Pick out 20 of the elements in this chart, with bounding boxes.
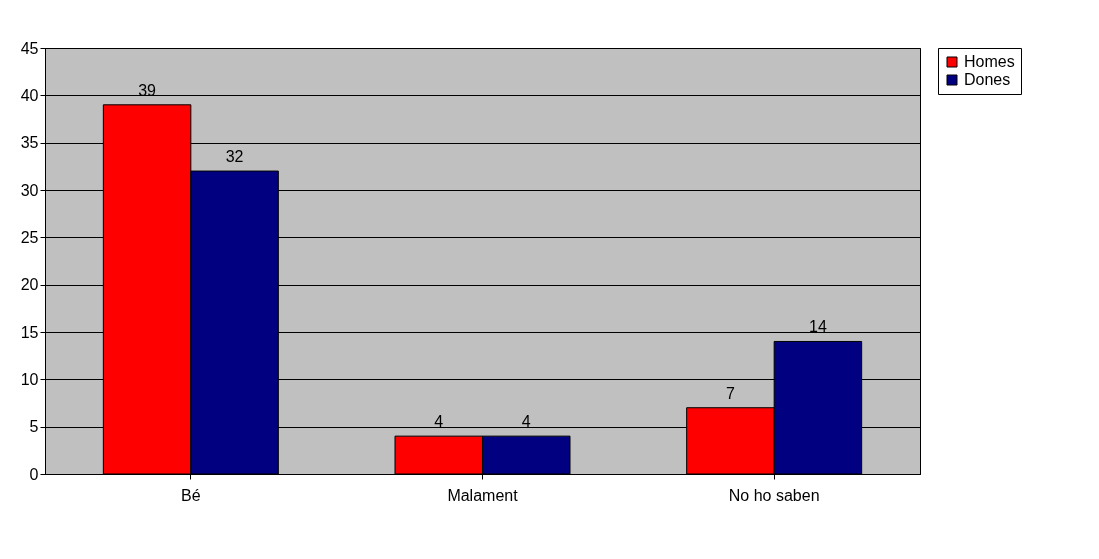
data-label: 14: [809, 318, 827, 336]
legend-label: Dones: [964, 71, 1011, 88]
x-tick-label: Malament: [447, 486, 519, 504]
y-tick-label: 5: [29, 418, 39, 436]
y-tick-label: 40: [20, 86, 39, 104]
data-label: 4: [521, 413, 531, 431]
data-label: 4: [434, 413, 444, 431]
y-tick-label: 35: [20, 134, 39, 152]
y-tick-label: 25: [20, 228, 39, 246]
legend-label: Homes: [964, 53, 1015, 70]
y-tick-label: 0: [29, 465, 39, 483]
y-tick-label: 45: [20, 39, 39, 57]
y-tick-label: 10: [20, 370, 39, 388]
x-tick-label: Bé: [181, 486, 201, 504]
data-label: 32: [225, 148, 244, 166]
y-tick-label: 15: [20, 323, 39, 341]
y-tick-label: 20: [20, 276, 39, 294]
x-tick-label: No ho saben: [728, 486, 820, 504]
y-tick-label: 30: [20, 181, 39, 199]
data-label: 7: [725, 384, 735, 402]
